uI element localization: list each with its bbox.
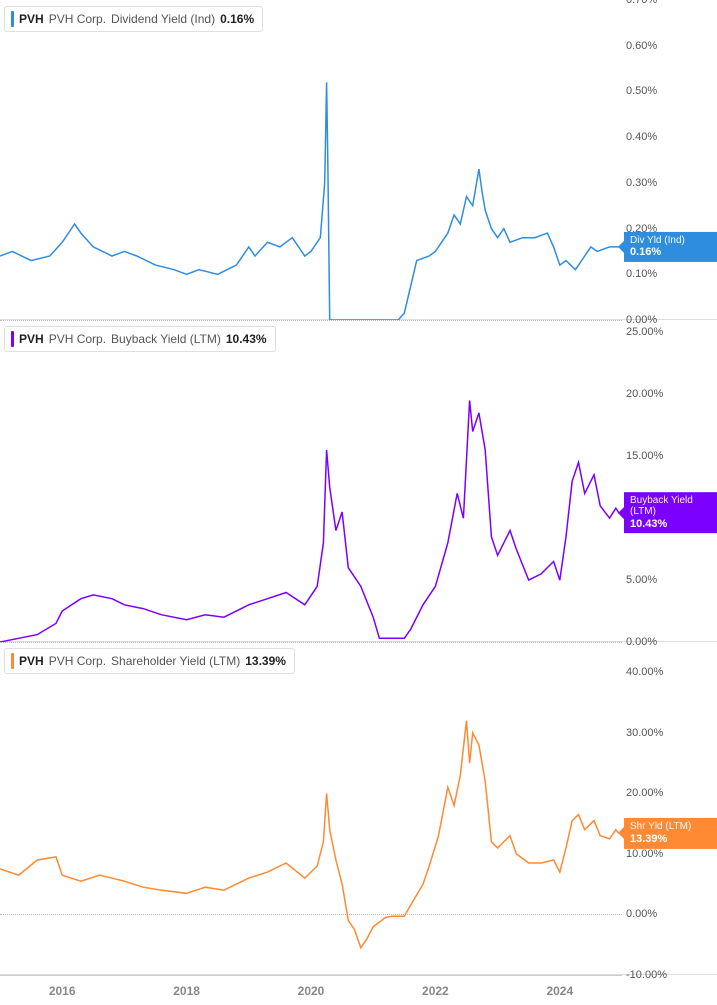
legend-value: 0.16% [220,12,254,26]
y-tick-label: 20.00% [626,388,663,400]
y-tick-label: 0.10% [626,268,657,280]
legend-color-bar [11,331,14,347]
legend-company: PVH Corp. [49,332,106,346]
legend-ticker: PVH [19,12,44,26]
legend-metric: Buyback Yield (LTM) [111,332,221,346]
x-tick-label: 2024 [546,984,573,998]
legend-metric: Shareholder Yield (LTM) [111,654,240,668]
flag-value: 0.16% [630,246,711,259]
flag-value: 13.39% [630,833,711,846]
flag-title: Shr Yld (LTM) [630,821,711,833]
flag-title: Buyback Yield (LTM) [630,495,711,518]
y-tick-label: -10.00% [626,969,667,981]
x-tick-label: 2022 [422,984,449,998]
y-tick-label: 40.00% [626,666,663,678]
flag-title: Div Yld (Ind) [630,235,711,247]
x-axis: 2016 2018 2020 2022 2024 [0,975,622,1005]
legend-metric: Dividend Yield (Ind) [111,12,215,26]
y-tick-label: 25.00% [626,326,663,338]
y-tick-label: 10.00% [626,848,663,860]
x-tick-label: 2018 [173,984,200,998]
line-plot-div-yield [0,0,622,320]
legend-buyback-yield[interactable]: PVH PVH Corp. Buyback Yield (LTM) 10.43% [4,326,276,352]
line-plot-shareholder-yield [0,642,622,975]
legend-company: PVH Corp. [49,12,106,26]
y-tick-label: 20.00% [626,787,663,799]
y-tick-label: 0.60% [626,40,657,52]
line-plot-buyback-yield [0,320,622,642]
x-tick-label: 2020 [298,984,325,998]
y-tick-label: 0.50% [626,85,657,97]
legend-color-bar [11,11,14,27]
legend-ticker: PVH [19,332,44,346]
chart-container: PVH PVH Corp. Dividend Yield (Ind) 0.16% 0.0… [0,0,717,1005]
y-tick-label: 15.00% [626,450,663,462]
legend-company: PVH Corp. [49,654,106,668]
legend-value: 10.43% [226,332,267,346]
legend-div-yield[interactable]: PVH PVH Corp. Dividend Yield (Ind) 0.16% [4,6,263,32]
value-flag-div-yield[interactable]: Div Yld (Ind)0.16% [624,232,717,262]
y-tick-label: 0.40% [626,131,657,143]
value-flag-shareholder-yield[interactable]: Shr Yld (LTM)13.39% [624,818,717,848]
y-tick-label: 0.70% [626,0,657,6]
legend-ticker: PVH [19,654,44,668]
legend-shareholder-yield[interactable]: PVH PVH Corp. Shareholder Yield (LTM) 13.39… [4,648,295,674]
y-tick-label: 0.00% [626,908,657,920]
chart-panel-shareholder-yield[interactable]: PVH PVH Corp. Shareholder Yield (LTM) 13.39… [0,642,717,975]
legend-value: 13.39% [245,654,286,668]
y-tick-label: 0.30% [626,177,657,189]
chart-panel-buyback-yield[interactable]: PVHPVH Corp.Buyback Yield (LTM)10.43%0.0… [0,320,717,642]
chart-panel-div-yield[interactable]: PVHPVH Corp.Dividend Yield (Ind)0.16%0.0… [0,0,717,320]
y-tick-label: 5.00% [626,574,657,586]
value-flag-buyback-yield[interactable]: Buyback Yield (LTM)10.43% [624,492,717,534]
legend-color-bar [11,653,14,669]
x-tick-label: 2016 [49,984,76,998]
flag-value: 10.43% [630,518,711,531]
y-tick-label: 30.00% [626,727,663,739]
